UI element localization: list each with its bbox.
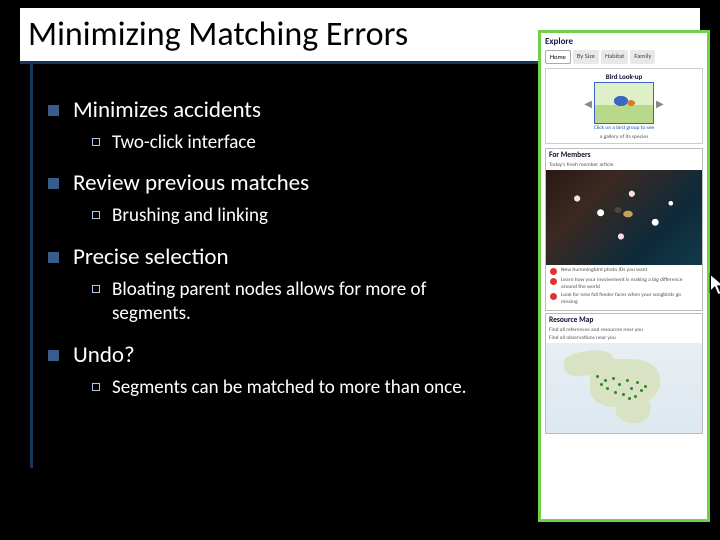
bullet-text: Undo?	[73, 341, 135, 370]
square-outline-bullet-icon	[92, 211, 100, 219]
square-bullet-icon	[48, 178, 59, 189]
mouse-cursor-icon	[708, 272, 720, 298]
bullet-l2: Two-click interface	[92, 131, 503, 156]
bullet-l2: Bloating parent nodes allows for more of…	[92, 278, 503, 327]
bullet-text: Brushing and linking	[112, 204, 268, 229]
example-screenshot-panel: Explore Home By Size Habitat Family Bird…	[538, 30, 710, 522]
explore-tabs: Home By Size Habitat Family	[541, 48, 707, 66]
card-title: Bird Look-up	[548, 71, 700, 82]
bird-thumbnail[interactable]	[594, 82, 654, 124]
square-bullet-icon	[48, 350, 59, 361]
square-bullet-icon	[48, 105, 59, 116]
list-item: New hummingbird photo IDs you want	[550, 267, 698, 275]
bullet-l2: Brushing and linking	[92, 204, 503, 229]
explore-heading: Explore	[541, 33, 707, 48]
explore-card: Bird Look-up ◀ ▶ Click on a bird group t…	[545, 68, 703, 144]
north-america-map[interactable]	[546, 343, 702, 433]
chevron-left-icon[interactable]: ◀	[584, 97, 592, 110]
map-panel: Resource Map Find all references and res…	[545, 313, 703, 434]
bullet-content: Minimizes accidents Two-click interface …	[48, 96, 503, 414]
list-text: Look for new fall feeder faces when your…	[561, 292, 698, 305]
map-heading: Resource Map	[546, 314, 702, 327]
tab-habitat[interactable]: Habitat	[601, 50, 628, 64]
square-bullet-icon	[48, 252, 59, 263]
tab-family[interactable]: Family	[630, 50, 655, 64]
vertical-rule	[30, 62, 33, 468]
members-panel: For Members Today's fresh member article…	[545, 148, 703, 310]
bullet-text: Two-click interface	[112, 131, 256, 156]
map-link[interactable]: Find all observations near you	[546, 335, 702, 343]
square-outline-bullet-icon	[92, 285, 100, 293]
list-item: Look for new fall feeder faces when your…	[550, 292, 698, 305]
list-item: Learn how your involvement is making a b…	[550, 277, 698, 290]
square-outline-bullet-icon	[92, 138, 100, 146]
tab-home[interactable]: Home	[545, 50, 571, 64]
list-text: Learn how your involvement is making a b…	[561, 277, 698, 290]
list-text: New hummingbird photo IDs you want	[561, 267, 647, 275]
bullet-l2: Segments can be matched to more than onc…	[92, 376, 503, 401]
members-list: New hummingbird photo IDs you want Learn…	[546, 265, 702, 309]
blossom-photo	[546, 170, 702, 265]
caption-line: Click on a bird group to see	[548, 124, 700, 133]
bird-carousel: ◀ ▶	[548, 82, 700, 124]
bullet-l1: Minimizes accidents	[48, 96, 503, 125]
bullet-text: Review previous matches	[73, 169, 309, 198]
dot-icon	[550, 268, 557, 275]
bullet-l1: Undo?	[48, 341, 503, 370]
dot-icon	[550, 278, 557, 285]
map-subhead: Find all references and resources near y…	[546, 327, 702, 335]
bullet-text: Segments can be matched to more than onc…	[112, 376, 466, 401]
bullet-l1: Precise selection	[48, 243, 503, 272]
bullet-text: Bloating parent nodes allows for more of…	[112, 278, 502, 327]
bullet-text: Precise selection	[73, 243, 229, 272]
square-outline-bullet-icon	[92, 383, 100, 391]
members-heading: For Members	[546, 149, 702, 162]
bullet-l1: Review previous matches	[48, 169, 503, 198]
chevron-right-icon[interactable]: ▶	[656, 97, 664, 110]
tab-size[interactable]: By Size	[573, 50, 599, 64]
dot-icon	[550, 293, 557, 300]
bullet-text: Minimizes accidents	[73, 96, 261, 125]
caption-line: a gallery of its species	[548, 133, 700, 142]
members-subhead: Today's fresh member article	[546, 162, 702, 170]
